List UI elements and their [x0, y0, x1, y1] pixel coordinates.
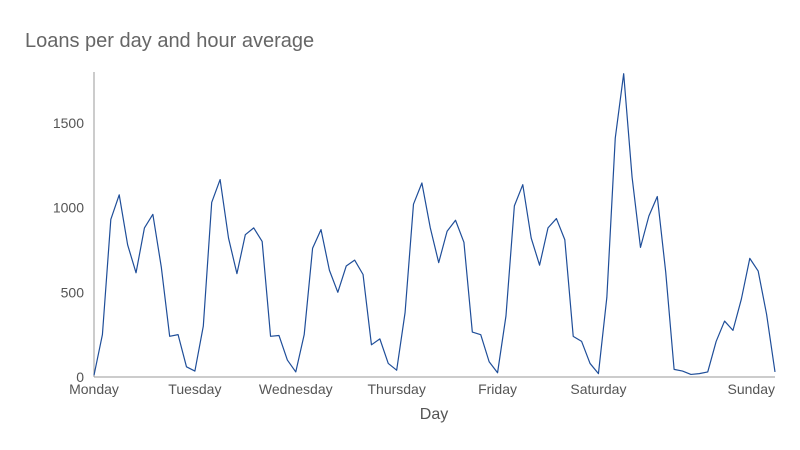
x-axis-ticks: Monday Tuesday Wednesday Thursday Friday Satu…	[69, 381, 775, 397]
x-tick-label: Sunday	[728, 381, 775, 397]
x-tick-label: Thursday	[367, 381, 425, 397]
y-tick-label: 1500	[53, 115, 84, 131]
x-tick-label: Wednesday	[259, 381, 333, 397]
y-tick-label: 0	[76, 369, 84, 385]
chart-title: Loans per day and hour average	[25, 30, 314, 52]
y-tick-label: 1000	[53, 200, 84, 216]
x-tick-label: Friday	[478, 381, 517, 397]
x-tick-label: Tuesday	[168, 381, 221, 397]
x-tick-label: Saturday	[570, 381, 626, 397]
x-tick-label: Monday	[69, 381, 119, 397]
x-axis-title: Day	[420, 406, 448, 423]
series-line	[93, 73, 776, 376]
y-axis-ticks: 0 500 1000 1500	[53, 115, 84, 385]
y-tick-label: 500	[61, 284, 85, 300]
